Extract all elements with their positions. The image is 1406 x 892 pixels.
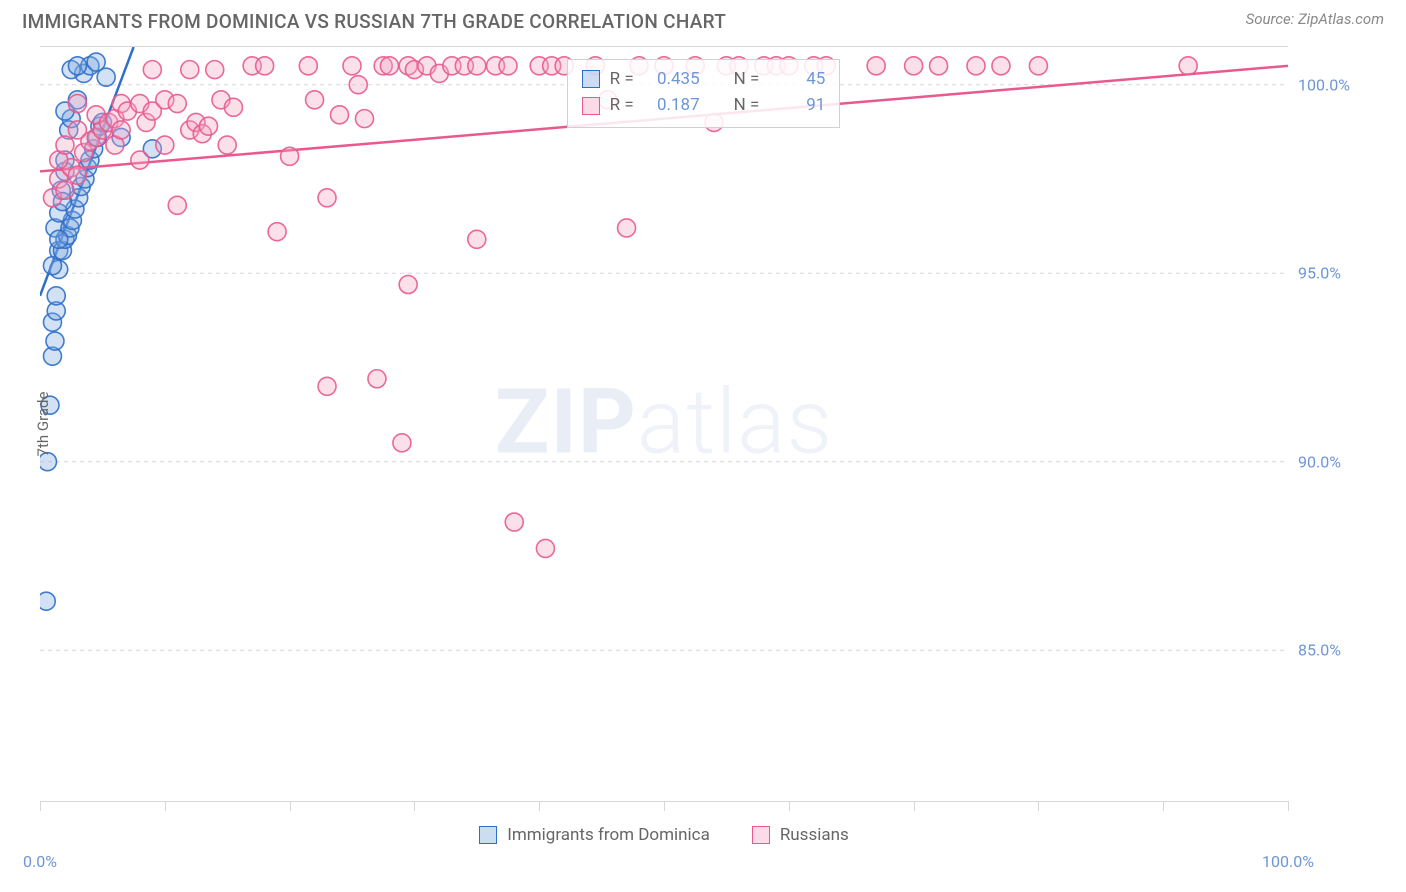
russians-marker — [206, 61, 224, 79]
stats-row-russians: R = 0.187 N = 91 — [582, 92, 826, 118]
russians-marker — [349, 76, 367, 94]
x-tick-mark — [414, 801, 415, 811]
y-tick-label: 90.0% — [1298, 452, 1388, 471]
russians-marker — [318, 189, 336, 207]
swatch-icon — [752, 826, 770, 844]
stat-r-value: 0.435 — [644, 66, 700, 92]
russians-marker — [268, 223, 286, 241]
russians-marker — [299, 57, 317, 75]
russians-marker — [536, 539, 554, 557]
x-tick-mark — [914, 801, 915, 811]
russians-marker — [168, 196, 186, 214]
russians-marker — [505, 513, 523, 531]
legend: Immigrants from Dominica Russians — [40, 825, 1288, 845]
russians-marker — [1179, 57, 1197, 75]
russians-marker — [112, 121, 130, 139]
russians-marker — [56, 136, 74, 154]
russians-marker — [218, 136, 236, 154]
russians-marker — [256, 57, 274, 75]
x-tick-label: 100.0% — [1262, 852, 1314, 871]
russians-marker — [967, 57, 985, 75]
russians-marker — [181, 61, 199, 79]
dominica-marker — [46, 332, 64, 350]
russians-marker — [380, 57, 398, 75]
russians-marker — [618, 219, 636, 237]
russians-marker — [56, 181, 74, 199]
x-tick-mark — [539, 801, 540, 811]
x-tick-mark — [1288, 801, 1289, 811]
dominica-marker — [50, 230, 68, 248]
russians-marker — [992, 57, 1010, 75]
russians-marker — [499, 57, 517, 75]
x-tick-mark — [165, 801, 166, 811]
russians-marker — [905, 57, 923, 75]
source-label: Source: ZipAtlas.com — [1246, 10, 1384, 28]
legend-item-russians: Russians — [752, 825, 849, 845]
stat-n-value: 45 — [769, 66, 825, 92]
russians-marker — [399, 276, 417, 294]
russians-marker — [468, 57, 486, 75]
legend-label: Immigrants from Dominica — [507, 825, 710, 845]
russians-marker — [281, 147, 299, 165]
y-tick-label: 85.0% — [1298, 641, 1388, 660]
dominica-marker — [40, 592, 55, 610]
x-tick-label: 0.0% — [23, 852, 57, 871]
russians-marker — [368, 370, 386, 388]
russians-marker — [393, 434, 411, 452]
chart-area: ZIPatlas 7th Grade 85.0%90.0%95.0%100.0%… — [40, 46, 1288, 802]
chart-title: IMMIGRANTS FROM DOMINICA VS RUSSIAN 7TH … — [22, 10, 726, 33]
x-tick-mark — [40, 801, 41, 811]
scatter-plot-svg — [40, 47, 1288, 801]
x-tick-mark — [789, 801, 790, 811]
x-tick-mark — [290, 801, 291, 811]
russians-marker — [468, 230, 486, 248]
dominica-marker — [68, 57, 86, 75]
russians-marker — [224, 98, 242, 116]
russians-marker — [318, 377, 336, 395]
russians-marker — [68, 121, 86, 139]
russians-marker — [355, 110, 373, 128]
stat-n-label: N = — [734, 92, 760, 118]
russians-marker — [156, 136, 174, 154]
russians-marker — [343, 57, 361, 75]
russians-marker — [1029, 57, 1047, 75]
swatch-icon — [479, 826, 497, 844]
russians-marker — [68, 95, 86, 113]
russians-marker — [867, 57, 885, 75]
swatch-icon — [582, 70, 600, 88]
stat-r-value: 0.187 — [644, 92, 700, 118]
russians-marker — [930, 57, 948, 75]
swatch-icon — [582, 97, 600, 115]
russians-marker — [306, 91, 324, 109]
russians-marker — [199, 117, 217, 135]
stat-n-value: 91 — [769, 92, 825, 118]
russians-marker — [143, 61, 161, 79]
russians-marker — [168, 95, 186, 113]
russians-marker — [68, 166, 86, 184]
y-tick-label: 100.0% — [1298, 75, 1388, 94]
x-tick-mark — [664, 801, 665, 811]
y-axis-title: 7th Grade — [34, 392, 52, 457]
russians-marker — [331, 106, 349, 124]
russians-marker — [131, 151, 149, 169]
stats-box: R = 0.435 N = 45 R = 0.187 N = 91 — [567, 59, 841, 128]
dominica-marker — [47, 287, 65, 305]
legend-item-dominica: Immigrants from Dominica — [479, 825, 710, 845]
stat-r-label: R = — [610, 92, 634, 118]
stat-n-label: N = — [734, 66, 760, 92]
y-tick-label: 95.0% — [1298, 264, 1388, 283]
legend-label: Russians — [780, 825, 849, 845]
x-tick-mark — [1038, 801, 1039, 811]
stats-row-dominica: R = 0.435 N = 45 — [582, 66, 826, 92]
x-tick-mark — [1163, 801, 1164, 811]
stat-r-label: R = — [610, 66, 634, 92]
dominica-marker — [87, 53, 105, 71]
